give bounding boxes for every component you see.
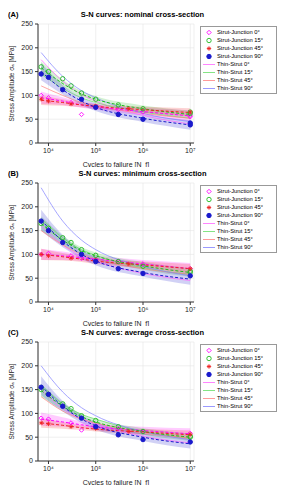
svg-text:0: 0: [29, 457, 33, 464]
html-text:Thin-Strut 45°: Thin-Strut 45°: [217, 77, 253, 83]
svg-text:100: 100: [21, 410, 33, 417]
html-text:Thin-Strut 90°: Thin-Strut 90°: [217, 244, 253, 250]
svg-text:0: 0: [29, 139, 33, 146]
html-text:Thin-Strut 45°: Thin-Strut 45°: [217, 236, 253, 242]
html-text:Thin-Strut 90°: Thin-Strut 90°: [217, 403, 253, 409]
svg-text:150: 150: [21, 227, 33, 234]
svg-text:50: 50: [25, 434, 33, 441]
svg-text:Cycles to failure [N_f]: Cycles to failure [N_f]: [83, 479, 150, 485]
svg-text:10⁶: 10⁶: [138, 147, 149, 154]
html-text:Thin-Strut 90°: Thin-Strut 90°: [217, 85, 253, 91]
svg-text:Stress Amplitude σₐ [MPa]: Stress Amplitude σₐ [MPa]: [8, 204, 16, 280]
html-text:Strut-Junction 90°: Strut-Junction 90°: [217, 212, 264, 218]
html-text:(C): (C): [8, 327, 19, 337]
html-text:(B): (B): [8, 168, 19, 178]
html-text:Strut-Junction 90°: Strut-Junction 90°: [217, 53, 264, 59]
html-text:S-N curves: average cross-sect: S-N curves: average cross-section: [81, 327, 204, 337]
html-text:S-N curves: nominal cross-sect: S-N curves: nominal cross-section: [80, 9, 205, 19]
svg-text:50: 50: [25, 275, 33, 282]
svg-text:10⁵: 10⁵: [90, 147, 101, 154]
svg-text:10⁴: 10⁴: [43, 465, 54, 472]
html-text:Thin-Strut 15°: Thin-Strut 15°: [217, 228, 253, 234]
html-text:Thin-Strut 45°: Thin-Strut 45°: [217, 395, 253, 401]
html-text:Strut-Junction 45°: Strut-Junction 45°: [217, 363, 264, 369]
svg-text:100: 100: [21, 92, 33, 99]
html-text:Thin-Strut 0°: Thin-Strut 0°: [217, 379, 250, 385]
svg-text:150: 150: [21, 68, 33, 75]
svg-text:150: 150: [21, 386, 33, 393]
html-text:S-N curves: minimum cross-sect: S-N curves: minimum cross-section: [78, 168, 207, 178]
html-text:Strut-Junction 0°: Strut-Junction 0°: [217, 347, 260, 353]
html-text:Strut-Junction 0°: Strut-Junction 0°: [217, 29, 260, 35]
svg-text:Stress Amplitude σₐ [MPa]: Stress Amplitude σₐ [MPa]: [8, 45, 16, 121]
svg-text:Cycles to failure [N_f]: Cycles to failure [N_f]: [83, 320, 150, 326]
html-text:Strut-Junction 15°: Strut-Junction 15°: [217, 37, 264, 43]
svg-text:200: 200: [21, 362, 33, 369]
svg-text:100: 100: [21, 251, 33, 258]
svg-text:250: 250: [21, 338, 33, 345]
svg-text:10⁴: 10⁴: [43, 147, 54, 154]
svg-text:200: 200: [21, 203, 33, 210]
svg-text:10⁶: 10⁶: [138, 465, 149, 472]
html-text:Thin-Strut 0°: Thin-Strut 0°: [217, 61, 250, 67]
html-text:Strut-Junction 45°: Strut-Junction 45°: [217, 45, 264, 51]
svg-text:50: 50: [25, 116, 33, 123]
svg-text:10⁵: 10⁵: [90, 306, 101, 313]
svg-text:10⁴: 10⁴: [43, 306, 54, 313]
svg-text:10⁶: 10⁶: [138, 306, 149, 313]
svg-text:250: 250: [21, 179, 33, 186]
svg-text:10⁷: 10⁷: [185, 306, 196, 313]
html-text:Strut-Junction 90°: Strut-Junction 90°: [217, 371, 264, 377]
svg-text:10⁷: 10⁷: [185, 465, 196, 472]
html-text:Strut-Junction 15°: Strut-Junction 15°: [217, 196, 264, 202]
svg-text:Stress Amplitude σₐ [MPa]: Stress Amplitude σₐ [MPa]: [8, 363, 16, 439]
html-text:Strut-Junction 45°: Strut-Junction 45°: [217, 204, 264, 210]
svg-text:Cycles to failure [N_f]: Cycles to failure [N_f]: [83, 161, 150, 167]
html-text:Thin-Strut 0°: Thin-Strut 0°: [217, 220, 250, 226]
svg-text:250: 250: [21, 20, 33, 27]
svg-text:0: 0: [29, 298, 33, 305]
html-text:(A): (A): [8, 9, 19, 19]
svg-text:10⁷: 10⁷: [185, 147, 196, 154]
html-text:Thin-Strut 15°: Thin-Strut 15°: [217, 387, 253, 393]
html-text:Strut-Junction 15°: Strut-Junction 15°: [217, 355, 264, 361]
svg-text:200: 200: [21, 44, 33, 51]
html-text:Thin-Strut 15°: Thin-Strut 15°: [217, 69, 253, 75]
html-text:Strut-Junction 0°: Strut-Junction 0°: [217, 188, 260, 194]
svg-text:10⁵: 10⁵: [90, 465, 101, 472]
